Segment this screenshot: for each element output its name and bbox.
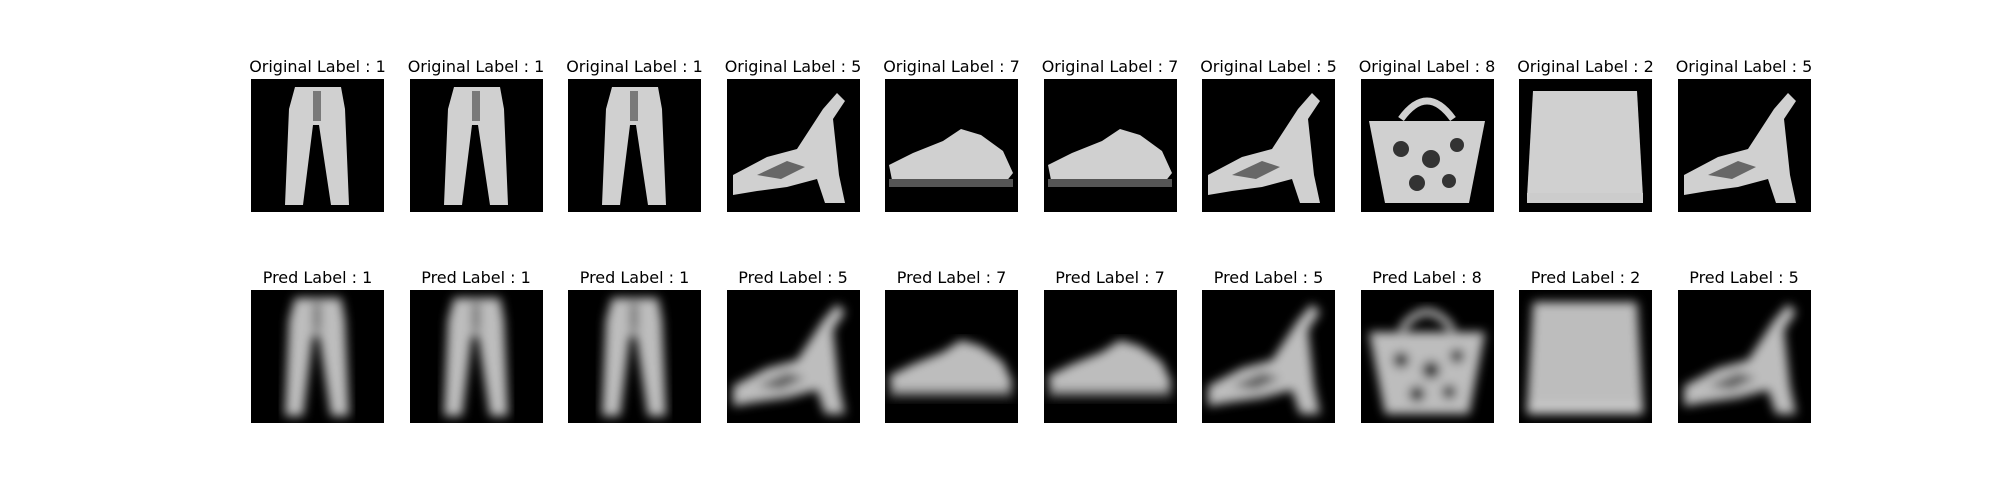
trouser-icon (568, 79, 701, 212)
pred-label: Pred Label : 7 (1055, 268, 1165, 287)
sandal-icon (1202, 79, 1335, 212)
sandal-icon (1202, 290, 1335, 423)
pullover-icon (1519, 290, 1652, 423)
original-label: Original Label : 1 (566, 57, 703, 76)
original-label: Original Label : 8 (1358, 57, 1496, 76)
original-label: Original Label : 5 (724, 57, 862, 76)
pred-label: Pred Label : 5 (738, 268, 848, 287)
bag-icon (1360, 79, 1494, 212)
pred-label: Pred Label : 1 (262, 268, 373, 287)
sneaker-icon (885, 79, 1018, 212)
trouser-icon (251, 290, 384, 423)
sandal-icon (1677, 290, 1811, 423)
pullover-icon (1519, 79, 1652, 212)
original-label: Original Label : 5 (1675, 57, 1813, 76)
trouser-icon (251, 79, 384, 212)
pred-label: Pred Label : 7 (896, 268, 1007, 287)
sandal-icon (726, 290, 860, 423)
pred-label: Pred Label : 5 (1689, 268, 1799, 287)
original-label: Original Label : 1 (407, 57, 545, 76)
pred-label: Pred Label : 8 (1372, 268, 1482, 287)
original-label: Original Label : 7 (883, 57, 1020, 76)
bag-icon (1360, 290, 1494, 423)
trouser-icon (409, 290, 543, 423)
sneaker-icon (1043, 79, 1177, 212)
sneaker-icon (885, 290, 1018, 423)
pred-label: Pred Label : 1 (579, 268, 690, 287)
original-label: Original Label : 5 (1200, 57, 1337, 76)
pred-label: Pred Label : 2 (1530, 268, 1641, 287)
trouser-icon (568, 290, 701, 423)
trouser-icon (409, 79, 543, 212)
sandal-icon (726, 79, 860, 212)
original-label: Original Label : 2 (1517, 57, 1654, 76)
sandal-icon (1677, 79, 1811, 212)
pred-label: Pred Label : 5 (1213, 268, 1324, 287)
original-label: Original Label : 1 (249, 57, 386, 76)
sneaker-icon (1043, 290, 1177, 423)
original-label: Original Label : 7 (1041, 57, 1179, 76)
pred-label: Pred Label : 1 (421, 268, 531, 287)
